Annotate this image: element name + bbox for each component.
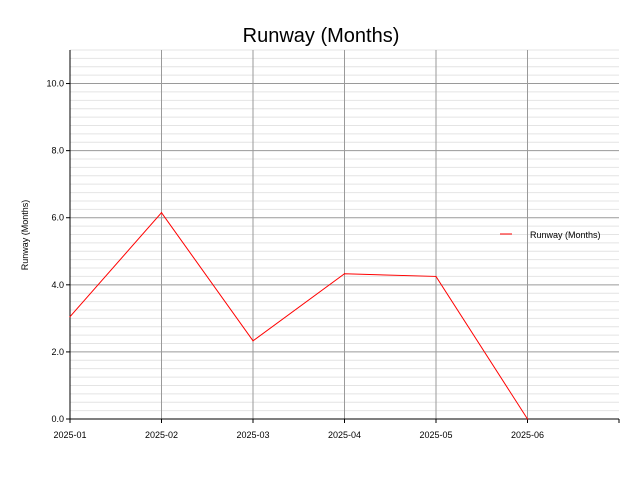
x-tick-label: 2025-03 [236, 430, 269, 440]
x-tick-label: 2025-05 [419, 430, 452, 440]
y-tick-label: 0.0 [51, 414, 64, 424]
x-tick-label: 2025-06 [511, 430, 544, 440]
y-tick-label: 2.0 [51, 347, 64, 357]
y-tick-label: 10.0 [46, 79, 64, 89]
legend-label: Runway (Months) [530, 230, 601, 240]
x-tick-label: 2025-04 [328, 430, 361, 440]
x-axis-ticks: 2025-01 2025-02 2025-03 2025-04 2025-05 2025-… [53, 419, 620, 440]
y-tick-label: 8.0 [51, 146, 64, 156]
legend: Runway (Months) [500, 230, 601, 240]
chart-title: Runway (Months) [243, 25, 400, 47]
x-tick-label: 2025-01 [53, 430, 86, 440]
series-line [69, 211, 528, 420]
data-point [160, 212, 163, 214]
data-point [526, 418, 529, 420]
y-axis-label: Runway (Months) [20, 200, 30, 271]
data-point [435, 275, 437, 278]
y-tick-label: 4.0 [51, 280, 64, 290]
x-tick-label: 2025-02 [145, 430, 178, 440]
data-point [69, 316, 71, 318]
y-axis-ticks: 0.0 2.0 4.0 6.0 8.0 10.0 [46, 79, 70, 424]
series-group [69, 211, 529, 420]
data-point [252, 340, 254, 342]
data-point [343, 273, 346, 275]
y-tick-label: 6.0 [51, 213, 64, 223]
